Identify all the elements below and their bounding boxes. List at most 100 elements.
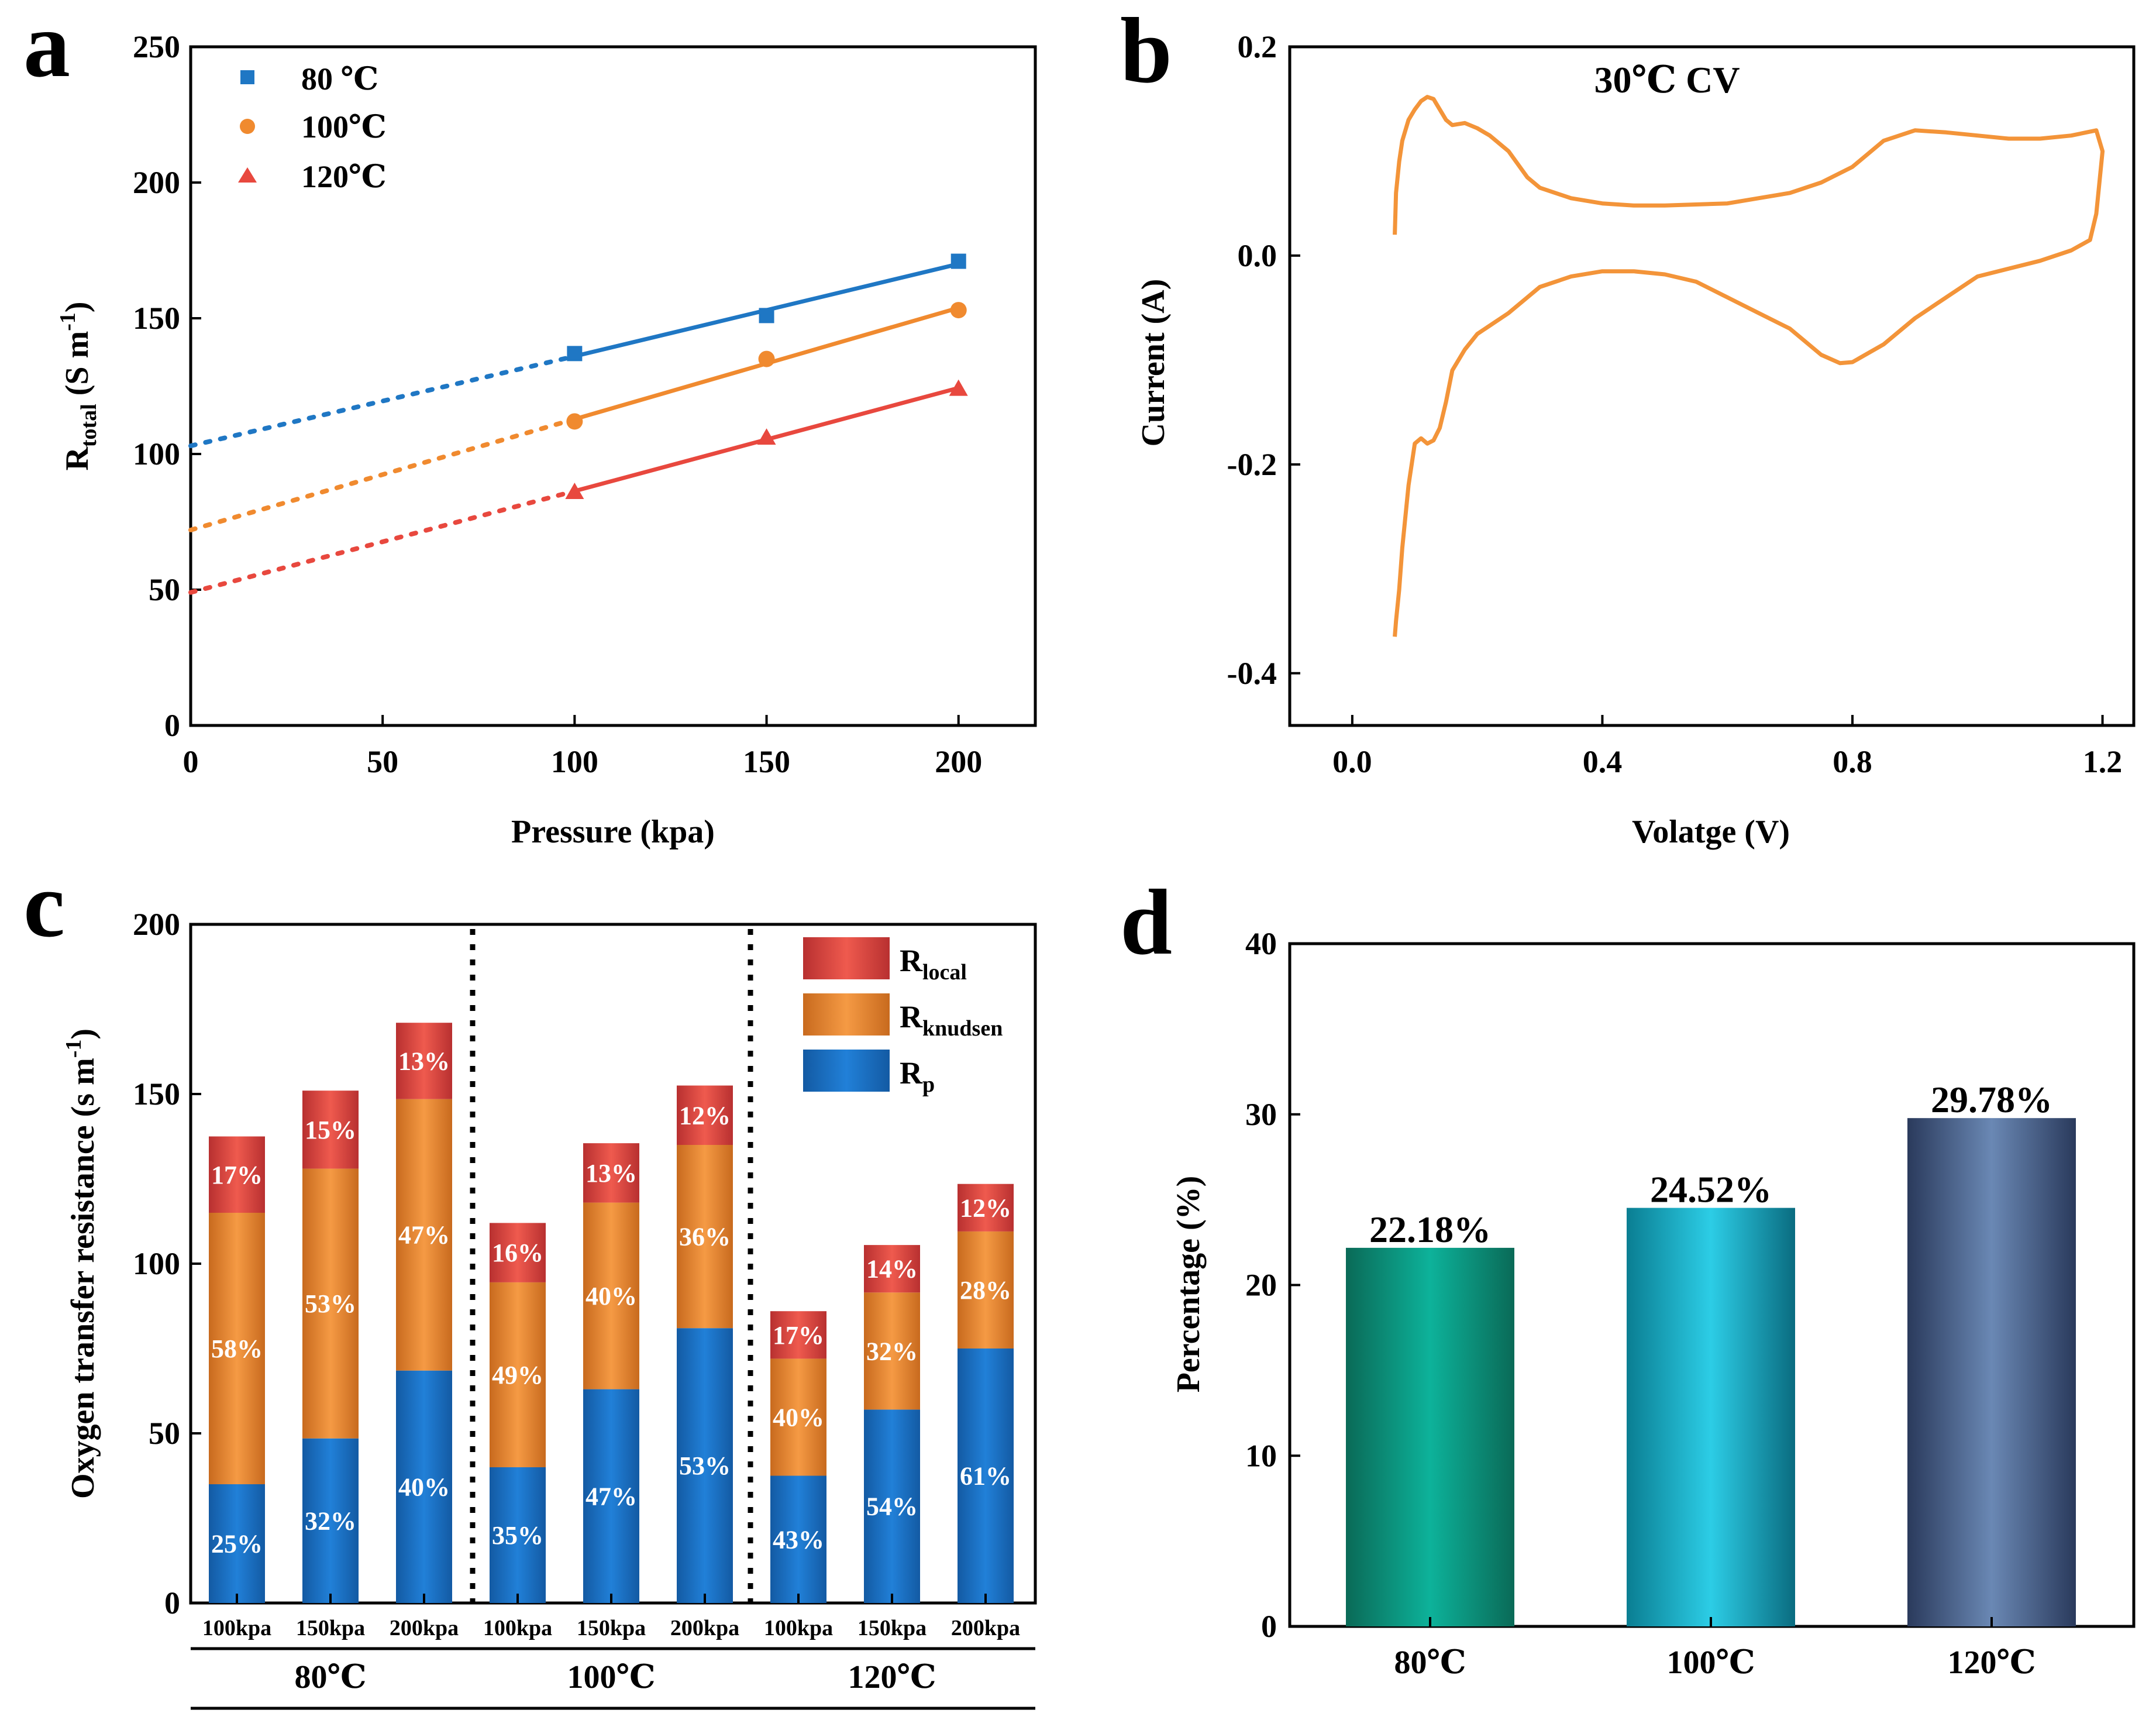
- bar-percent-label: 35%: [492, 1521, 543, 1550]
- panel-c-ylabel-main: Oxygen transfer resistance (s m: [65, 1058, 101, 1499]
- category-label: 200kpa: [390, 1616, 459, 1640]
- category-label: 150kpa: [577, 1616, 646, 1640]
- legend-swatch-r-knudsen: [803, 993, 890, 1036]
- y-tick-label: 150: [133, 1076, 180, 1112]
- bar-percent-label: 58%: [211, 1334, 263, 1363]
- bar-segment: [677, 1085, 733, 1145]
- bar-percent-label: 12%: [960, 1193, 1011, 1222]
- data-point: [758, 350, 775, 367]
- data-point: [566, 413, 583, 430]
- bar-segment: [864, 1245, 920, 1293]
- legend-r-knudsen-main: R: [900, 999, 923, 1034]
- legend-label-r-knudsen: Rknudsen: [900, 999, 1003, 1041]
- category-label: 100kpa: [764, 1616, 833, 1640]
- bar-percent-label: 40%: [398, 1473, 450, 1501]
- y-tick-label: 0: [164, 708, 180, 743]
- y-tick-label: 50: [149, 572, 180, 607]
- bar-percent-label: 40%: [586, 1282, 637, 1310]
- bar-percent-label: 54%: [866, 1492, 918, 1521]
- bar-segment: [770, 1311, 826, 1359]
- data-point: [950, 253, 966, 269]
- legend-marker-120c: [238, 167, 257, 183]
- panel-label-c: c: [23, 852, 65, 957]
- panel-a-chart: 0 50 100 150 200 0 50 100 150 200 250 Pressure (kp…: [56, 29, 1037, 850]
- y-tick-label: 0.0: [1238, 238, 1277, 273]
- x-tick-label: 150: [743, 744, 790, 779]
- y-tick-label: -0.4: [1227, 656, 1277, 691]
- bar-segment: [209, 1484, 265, 1603]
- x-tick-label: 50: [367, 744, 398, 779]
- x-tick-label: 0.8: [1833, 744, 1872, 779]
- y-tick-label: 200: [133, 165, 180, 200]
- y-tick-label: 250: [133, 29, 180, 64]
- panel-label-b: b: [1120, 0, 1172, 102]
- extrapolation-line: [188, 417, 577, 532]
- y-tick-label: -0.2: [1227, 447, 1277, 482]
- category-label: 150kpa: [857, 1616, 927, 1640]
- bar-value-label: 29.78%: [1931, 1079, 2052, 1120]
- bar-percent-label: 49%: [492, 1361, 543, 1389]
- panel-label-a: a: [23, 0, 70, 97]
- category-label: 100℃: [1666, 1645, 1755, 1681]
- bar-segment: [770, 1358, 826, 1476]
- bar-percent-label: 47%: [398, 1221, 450, 1250]
- bar-segment: [209, 1136, 265, 1213]
- category-label: 200kpa: [670, 1616, 739, 1640]
- category-label: 200kpa: [951, 1616, 1020, 1640]
- bar-percent-label: 17%: [773, 1321, 824, 1350]
- bar-segment: [396, 1370, 452, 1603]
- y-tick-label: 100: [133, 1246, 180, 1281]
- bar-percent-label: 17%: [211, 1161, 263, 1189]
- panel-a-legend: 80 ℃ 100℃ 120℃: [238, 61, 387, 194]
- legend-label-120c: 120℃: [301, 159, 387, 194]
- bar-percent-label: 61%: [960, 1462, 1011, 1491]
- y-tick-label: 20: [1245, 1268, 1277, 1303]
- legend-label-r-local: Rlocal: [900, 943, 967, 985]
- x-tick-label: 0: [183, 744, 199, 779]
- panel-label-d: d: [1120, 870, 1172, 974]
- bar-percent-label: 47%: [586, 1482, 637, 1511]
- y-tick-label: 0: [164, 1585, 180, 1621]
- bar-value-label: 24.52%: [1650, 1169, 1772, 1210]
- legend-swatch-r-p: [803, 1050, 890, 1092]
- panel-c-y-axis-title: Oxygen transfer resistance (s m-1): [61, 1028, 101, 1499]
- bar-percent-label: 13%: [586, 1159, 637, 1188]
- category-label: 100kpa: [483, 1616, 552, 1640]
- bar-segment: [302, 1091, 359, 1169]
- panel-a-ylabel-close: ): [59, 301, 95, 312]
- panel-c-legend: Rlocal Rknudsen Rp: [803, 937, 1003, 1097]
- y-tick-label: 0: [1261, 1609, 1277, 1644]
- bar-segment: [490, 1282, 546, 1467]
- legend-r-knudsen-sub: knudsen: [922, 1016, 1003, 1041]
- bar-percent-label: 32%: [305, 1506, 356, 1535]
- panel-b-axes-frame: [1288, 45, 2136, 727]
- bar-segment: [583, 1202, 639, 1389]
- y-tick-label: 100: [133, 436, 180, 472]
- legend-r-local-main: R: [900, 943, 923, 978]
- panel-b-title: 30℃ CV: [1594, 59, 1740, 101]
- x-tick-label: 1.2: [2083, 744, 2123, 779]
- panel-a-x-axis-title: Pressure (kpa): [511, 814, 715, 850]
- extrapolation-line: [188, 489, 577, 595]
- bar-segment: [958, 1231, 1014, 1349]
- panel-c-ylabel-close: ): [65, 1028, 101, 1040]
- bar-percent-label: 32%: [866, 1337, 918, 1365]
- bar-percent-label: 43%: [773, 1525, 824, 1554]
- bar: [1627, 1208, 1795, 1626]
- panel-c-chart: 0 50 100 150 200 25% 58% 17% 100kpa 32% 53% 15% 150k…: [61, 907, 1037, 1710]
- legend-label-r-p: Rp: [900, 1055, 935, 1097]
- panel-d-y-axis-title: Percentage (%): [1170, 1176, 1207, 1393]
- bar-percent-label: 25%: [211, 1530, 263, 1559]
- bar-segment: [583, 1143, 639, 1203]
- category-label: 100kpa: [202, 1616, 271, 1640]
- data-point: [757, 428, 776, 445]
- category-label: 150kpa: [296, 1616, 365, 1640]
- bar-percent-label: 28%: [960, 1276, 1011, 1305]
- x-tick-label: 0.4: [1583, 744, 1623, 779]
- bar: [1907, 1118, 2076, 1626]
- bar-percent-label: 40%: [773, 1403, 824, 1432]
- bar: [1346, 1247, 1514, 1626]
- bar-value-label: 22.18%: [1369, 1209, 1491, 1250]
- y-tick-label: 200: [133, 907, 180, 942]
